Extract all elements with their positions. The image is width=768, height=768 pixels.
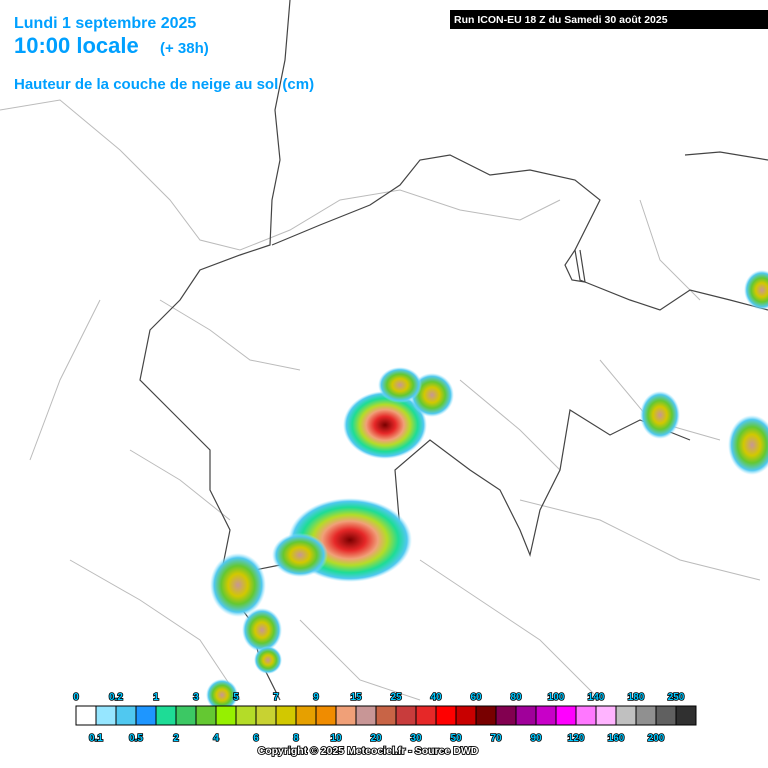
legend-swatch (515, 705, 537, 726)
regions (0, 99, 761, 701)
legend-label: 4 (213, 733, 219, 744)
legend-label: 15 (350, 692, 362, 703)
legend-swatch (275, 705, 297, 726)
legend-label: 0 (73, 692, 79, 703)
legend-label: 25 (390, 692, 402, 703)
legend-swatch (195, 705, 217, 726)
parameter: Hauteur de la couche de neige au sol (cm… (14, 76, 314, 93)
snow-area (640, 391, 680, 439)
legend-swatch (475, 705, 497, 726)
region-boundaries (0, 99, 761, 701)
snow-area (272, 533, 328, 577)
legend-label: 250 (668, 692, 685, 703)
legend: 0 0.1 0.2 0.5 1 2 3 4 5 6 7 8 9 10 15 20 25 30 40 50 60 70 80 9… (72, 691, 697, 745)
legend-label: 20 (370, 733, 382, 744)
legend-swatch (495, 705, 517, 726)
legend-label: 70 (490, 733, 502, 744)
time: 10:00 locale (14, 33, 139, 58)
legend-label: 0.1 (89, 733, 103, 744)
legend-label: 8 (293, 733, 299, 744)
legend-label: 100 (548, 692, 565, 703)
legend-label: 0.2 (109, 692, 123, 703)
legend-swatch (335, 705, 357, 726)
legend-swatch (135, 705, 157, 726)
legend-label: 2 (173, 733, 179, 744)
snow-area (378, 367, 422, 403)
legend-swatch (555, 705, 577, 726)
legend-label: 6 (253, 733, 259, 744)
legend-label: 200 (648, 733, 665, 744)
snow-area (206, 679, 238, 711)
legend-swatch (175, 705, 197, 726)
legend-label: 60 (470, 692, 482, 703)
legend-label: 50 (450, 733, 462, 744)
legend-label: 80 (510, 692, 522, 703)
legend-label: 0.5 (129, 733, 143, 744)
legend-swatch (235, 705, 257, 726)
legend-label: 30 (410, 733, 422, 744)
legend-swatch (575, 705, 597, 726)
legend-label: 7 (273, 692, 279, 703)
legend-swatch (295, 705, 317, 726)
legend-swatch (415, 705, 437, 726)
legend-swatch (95, 705, 117, 726)
border-north (271, 154, 768, 311)
legend-swatch (455, 705, 477, 726)
legend-swatch (375, 705, 397, 726)
legend-swatch (115, 705, 137, 726)
legend-label: 1 (153, 692, 159, 703)
legend-swatch (655, 705, 677, 726)
snow-area (728, 415, 768, 475)
legend-swatch (315, 705, 337, 726)
run-box (450, 10, 768, 29)
legend-swatch (535, 705, 557, 726)
snow-areas (206, 270, 768, 711)
copyright: Copyright © 2025 Meteociel.fr - Source D… (258, 745, 479, 757)
legend-label: 90 (530, 733, 542, 744)
legend-label: 40 (430, 692, 442, 703)
border-liechtenstein (564, 249, 586, 283)
legend-swatch (635, 705, 657, 726)
legend-swatch (595, 705, 617, 726)
legend-label: 160 (608, 733, 625, 744)
legend-label: 5 (233, 692, 239, 703)
legend-label: 140 (588, 692, 605, 703)
legend-swatch (675, 705, 697, 726)
legend-label: 180 (628, 692, 645, 703)
legend-swatch (215, 705, 237, 726)
border-northeast (684, 151, 768, 161)
legend-swatch (155, 705, 177, 726)
legend-label: 10 (330, 733, 342, 744)
snow-area (343, 391, 427, 459)
run-info: Run ICON-EU 18 Z du Samedi 30 août 2025 (454, 14, 668, 26)
date: Lundi 1 septembre 2025 (14, 15, 196, 32)
snow-area (210, 553, 266, 617)
legend-label: 120 (568, 733, 585, 744)
legend-swatch (355, 705, 377, 726)
snow-area (744, 270, 768, 310)
snow-area (254, 646, 282, 674)
legend-swatch (435, 705, 457, 726)
legend-swatch (75, 705, 97, 726)
lead-time: (+ 38h) (160, 40, 209, 57)
legend-swatch (615, 705, 637, 726)
legend-label: 3 (193, 692, 199, 703)
legend-label: 9 (313, 692, 319, 703)
legend-swatch (255, 705, 277, 726)
legend-swatch (395, 705, 417, 726)
snow-area (242, 608, 282, 652)
